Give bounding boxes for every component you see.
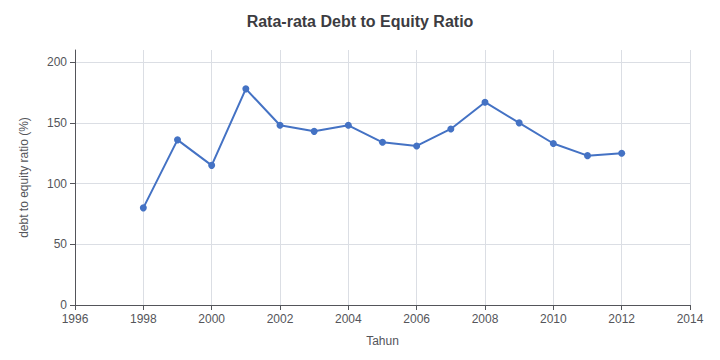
svg-text:debt to equity ratio (%): debt to equity ratio (%) — [17, 117, 31, 238]
svg-text:1996: 1996 — [62, 312, 89, 326]
svg-text:2000: 2000 — [198, 312, 225, 326]
svg-text:2014: 2014 — [677, 312, 704, 326]
svg-text:100: 100 — [47, 177, 67, 191]
svg-text:50: 50 — [54, 237, 68, 251]
svg-text:Tahun: Tahun — [366, 334, 399, 348]
svg-text:Rata-rata Debt to Equity Ratio: Rata-rata Debt to Equity Ratio — [247, 13, 474, 30]
svg-text:2002: 2002 — [267, 312, 294, 326]
svg-text:2010: 2010 — [540, 312, 567, 326]
svg-text:150: 150 — [47, 116, 67, 130]
svg-text:2004: 2004 — [335, 312, 362, 326]
svg-text:1998: 1998 — [130, 312, 157, 326]
svg-text:200: 200 — [47, 55, 67, 69]
svg-text:2006: 2006 — [403, 312, 430, 326]
svg-text:0: 0 — [60, 298, 67, 312]
svg-text:2012: 2012 — [608, 312, 635, 326]
svg-text:2008: 2008 — [472, 312, 499, 326]
